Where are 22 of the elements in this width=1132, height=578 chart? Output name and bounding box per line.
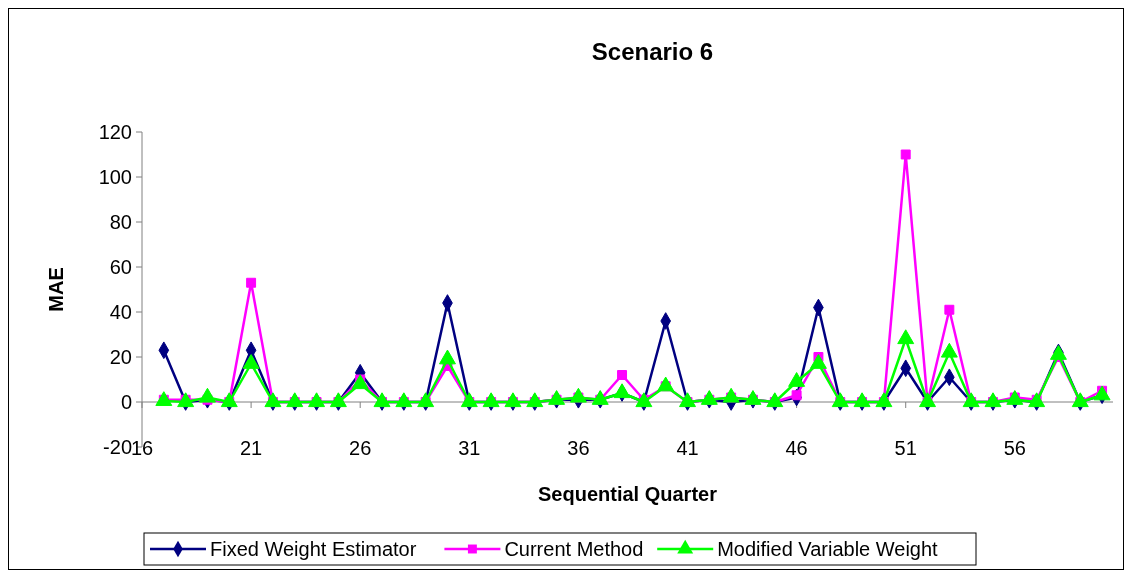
y-tick-label: 20 [109, 346, 132, 368]
x-tick-label: 41 [676, 437, 699, 459]
x-tick-label: 31 [458, 437, 481, 459]
x-tick-label: 46 [785, 437, 808, 459]
legend-label: Fixed Weight Estimator [210, 538, 417, 560]
y-tick-label: 0 [120, 391, 132, 413]
x-tick-label: 56 [1003, 437, 1026, 459]
y-tick-label: 80 [109, 211, 132, 233]
x-axis-title: Sequential Quarter [538, 483, 718, 505]
chart-title: Scenario 6 [591, 38, 714, 65]
legend-label: Current Method [504, 538, 644, 560]
y-axis-title: MAE [45, 267, 67, 312]
y-tick-label: 40 [109, 301, 132, 323]
x-tick-label: 51 [894, 437, 917, 459]
y-tick-label: 60 [109, 256, 132, 278]
y-tick-label: 120 [98, 121, 132, 143]
x-tick-label: 26 [349, 437, 372, 459]
x-tick-label: 36 [567, 437, 590, 459]
x-tick-label: 21 [239, 437, 263, 459]
y-tick-label: -20 [103, 436, 132, 458]
y-tick-label: 100 [98, 166, 132, 188]
legend-label: Modified Variable Weight [717, 538, 939, 560]
